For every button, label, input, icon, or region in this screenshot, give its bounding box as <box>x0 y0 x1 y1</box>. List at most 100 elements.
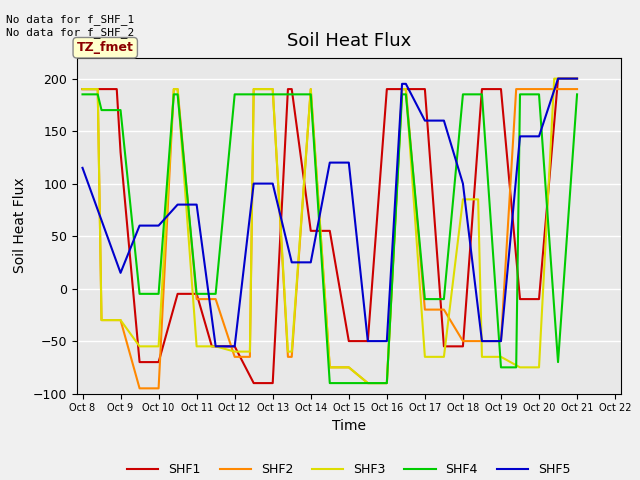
SHF4 <box>79 92 86 97</box>
SHF1 <box>535 296 543 302</box>
SHF5 <box>326 160 333 166</box>
SHF5 <box>573 76 581 82</box>
SHF4 <box>516 92 524 97</box>
SHF2 <box>573 86 581 92</box>
SHF1 <box>554 76 562 82</box>
SHF2 <box>250 86 257 92</box>
SHF4 <box>326 380 333 386</box>
SHF3 <box>193 344 200 349</box>
SHF3 <box>246 348 253 354</box>
SHF3 <box>421 354 429 360</box>
SHF2 <box>398 86 406 92</box>
SHF1 <box>136 359 143 365</box>
SHF4 <box>193 291 200 297</box>
SHF2 <box>364 380 372 386</box>
SHF5 <box>193 202 200 207</box>
X-axis label: Time: Time <box>332 419 366 433</box>
Line: SHF3: SHF3 <box>83 79 577 383</box>
SHF5 <box>535 133 543 139</box>
SHF5 <box>478 338 486 344</box>
SHF2 <box>554 86 562 92</box>
SHF4 <box>364 380 372 386</box>
SHF1 <box>421 86 429 92</box>
SHF5 <box>79 165 86 171</box>
SHF1 <box>440 344 448 349</box>
SHF1 <box>345 338 353 344</box>
SHF3 <box>440 354 448 360</box>
SHF4 <box>94 92 102 97</box>
SHF5 <box>383 338 390 344</box>
SHF5 <box>364 338 372 344</box>
SHF3 <box>212 344 220 349</box>
SHF2 <box>326 364 333 370</box>
Line: SHF5: SHF5 <box>83 79 577 347</box>
SHF1 <box>459 344 467 349</box>
SHF3 <box>98 317 106 323</box>
SHF4 <box>269 92 276 97</box>
Text: TZ_fmet: TZ_fmet <box>77 41 134 54</box>
SHF3 <box>136 344 143 349</box>
SHF4 <box>284 92 292 97</box>
SHF3 <box>284 348 292 354</box>
SHF5 <box>136 223 143 228</box>
SHF3 <box>535 364 543 370</box>
SHF4 <box>535 92 543 97</box>
SHF3 <box>174 86 182 92</box>
SHF3 <box>94 86 102 92</box>
SHF2 <box>269 86 276 92</box>
SHF2 <box>550 86 558 92</box>
SHF5 <box>155 223 163 228</box>
SHF3 <box>554 76 562 82</box>
Y-axis label: Soil Heat Flux: Soil Heat Flux <box>13 178 27 274</box>
SHF2 <box>497 338 505 344</box>
SHF5 <box>307 260 315 265</box>
SHF3 <box>497 354 505 360</box>
SHF4 <box>246 92 253 97</box>
SHF2 <box>284 354 292 360</box>
Title: Soil Heat Flux: Soil Heat Flux <box>287 33 411 50</box>
SHF1 <box>402 86 410 92</box>
SHF3 <box>250 86 257 92</box>
SHF3 <box>478 354 486 360</box>
SHF4 <box>155 291 163 297</box>
SHF2 <box>440 307 448 312</box>
SHF1 <box>478 86 486 92</box>
SHF4 <box>212 291 220 297</box>
SHF4 <box>459 92 467 97</box>
SHF1 <box>155 359 163 365</box>
SHF4 <box>478 92 486 97</box>
SHF2 <box>478 338 486 344</box>
SHF5 <box>516 133 524 139</box>
SHF2 <box>459 338 467 344</box>
SHF5 <box>459 181 467 187</box>
SHF2 <box>383 380 390 386</box>
SHF4 <box>231 92 239 97</box>
SHF1 <box>231 344 239 349</box>
SHF4 <box>383 380 390 386</box>
SHF5 <box>497 338 505 344</box>
SHF4 <box>474 92 482 97</box>
SHF4 <box>116 107 124 113</box>
SHF4 <box>402 92 410 97</box>
SHF5 <box>440 118 448 123</box>
SHF5 <box>421 118 429 123</box>
SHF1 <box>383 86 390 92</box>
SHF5 <box>212 344 220 349</box>
SHF2 <box>193 296 200 302</box>
SHF1 <box>516 296 524 302</box>
SHF2 <box>79 86 86 92</box>
SHF2 <box>174 86 182 92</box>
SHF3 <box>155 344 163 349</box>
SHF5 <box>398 81 406 87</box>
SHF5 <box>554 76 562 82</box>
SHF1 <box>364 338 372 344</box>
SHF3 <box>383 380 390 386</box>
SHF3 <box>459 196 467 202</box>
SHF4 <box>288 92 296 97</box>
SHF4 <box>174 92 182 97</box>
SHF2 <box>212 296 220 302</box>
SHF2 <box>535 86 543 92</box>
SHF2 <box>307 86 315 92</box>
SHF1 <box>116 149 124 155</box>
SHF5 <box>288 260 296 265</box>
